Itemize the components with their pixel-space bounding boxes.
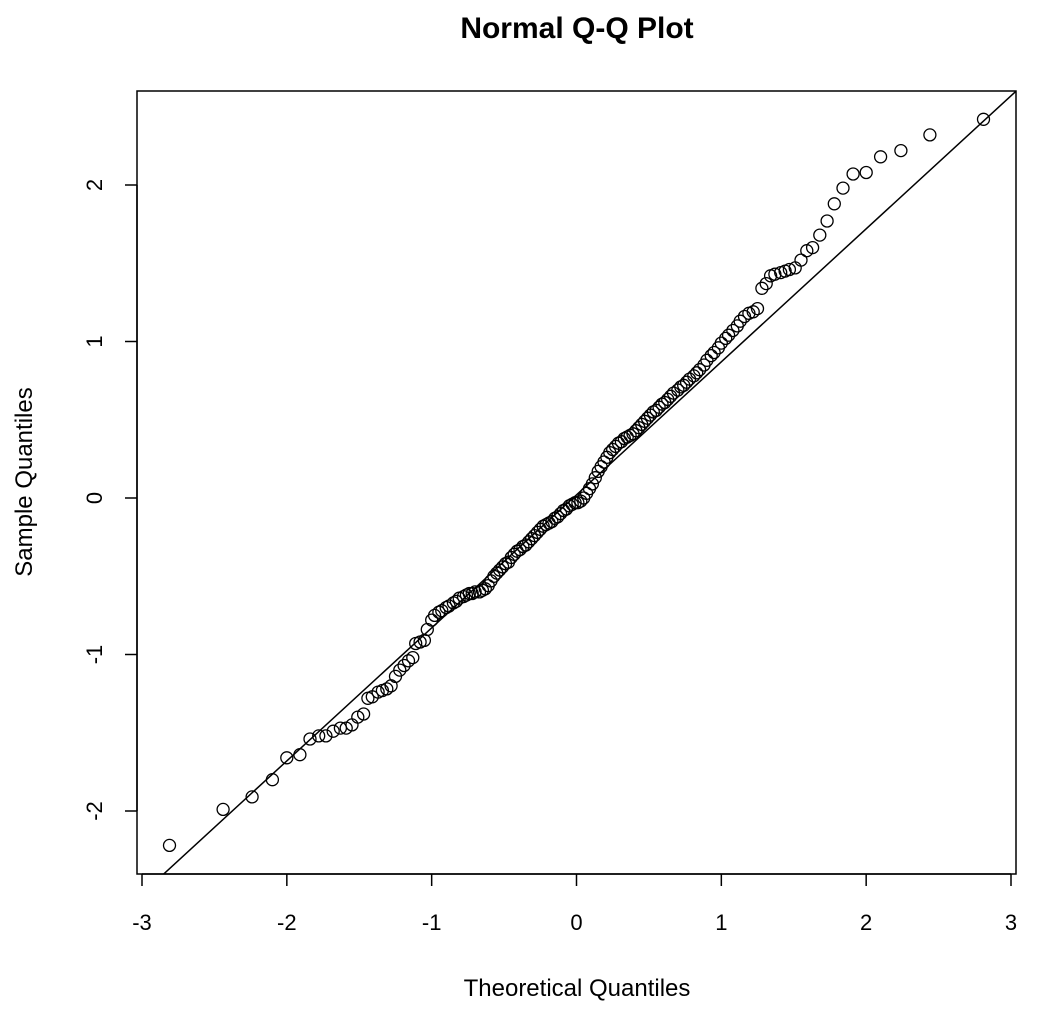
data-point (692, 363, 707, 377)
x-tick-label: 3 (1005, 910, 1017, 935)
data-point (435, 604, 449, 618)
x-tick-label: -1 (422, 910, 442, 935)
data-point (746, 305, 760, 319)
data-point (733, 314, 747, 328)
data-point (707, 345, 721, 360)
data-point (303, 732, 317, 746)
data-point (846, 167, 860, 181)
y-tick-label: -1 (82, 645, 107, 665)
data-point (280, 751, 294, 765)
data-point (755, 281, 769, 295)
data-point (326, 724, 340, 738)
data-point (782, 262, 797, 277)
data-point (873, 150, 888, 164)
data-point (859, 165, 873, 180)
data-point (585, 477, 600, 491)
data-point (820, 214, 834, 228)
data-point (805, 240, 820, 255)
y-axis-label: Sample Quantiles (11, 387, 38, 576)
y-tick-label: 1 (82, 335, 107, 347)
data-point (420, 622, 434, 637)
data-point (459, 588, 474, 602)
data-point (827, 197, 841, 211)
data-point (397, 658, 411, 673)
data-point (976, 112, 991, 126)
x-tick-label: -3 (132, 910, 152, 935)
data-point (700, 353, 714, 367)
data-point (588, 471, 602, 485)
chart-title: Normal Q-Q Plot (460, 12, 693, 45)
data-point (690, 366, 704, 380)
data-point (923, 128, 937, 142)
y-tick-label: 0 (82, 492, 107, 504)
data-point (719, 331, 733, 346)
data-point (380, 682, 394, 696)
plot-area (162, 91, 1016, 874)
data-point (265, 773, 280, 787)
data-point (442, 599, 456, 613)
data-point (813, 228, 827, 242)
data-point (432, 605, 446, 619)
data-point (312, 729, 326, 743)
data-point (319, 729, 333, 743)
data-point (836, 181, 850, 195)
data-point (704, 348, 718, 363)
points-layer (162, 112, 991, 853)
x-axis: -3 -2 -1 0 1 2 3 (132, 873, 1017, 935)
data-point (356, 707, 371, 721)
data-point (714, 336, 728, 350)
x-tick-label: 0 (570, 910, 582, 935)
data-point (462, 586, 476, 601)
data-point (427, 608, 442, 623)
data-point (465, 586, 479, 601)
data-point (468, 585, 482, 599)
data-point (721, 328, 736, 342)
data-point (216, 802, 230, 817)
data-point (162, 838, 177, 853)
x-tick-label: 2 (860, 910, 872, 935)
y-tick-label: 2 (82, 179, 107, 191)
data-point (393, 663, 407, 677)
x-tick-label: -2 (277, 910, 297, 935)
data-point (565, 497, 579, 511)
data-point (401, 654, 416, 668)
plot-frame (136, 90, 1017, 875)
data-point (768, 267, 782, 281)
data-point (245, 790, 259, 804)
data-point (406, 650, 420, 665)
data-point (449, 594, 463, 608)
x-axis-label: Theoretical Quantiles (464, 975, 691, 1002)
data-point (894, 143, 908, 158)
data-point (293, 748, 307, 762)
data-point (439, 600, 453, 615)
y-axis: -2 -1 0 1 2 (82, 179, 138, 821)
x-tick-label: 1 (715, 910, 727, 935)
data-point (759, 276, 773, 291)
y-tick-label: -2 (82, 801, 107, 821)
data-point (726, 323, 740, 338)
data-point (750, 301, 765, 316)
data-point (794, 253, 808, 267)
reference-line (162, 91, 1016, 874)
